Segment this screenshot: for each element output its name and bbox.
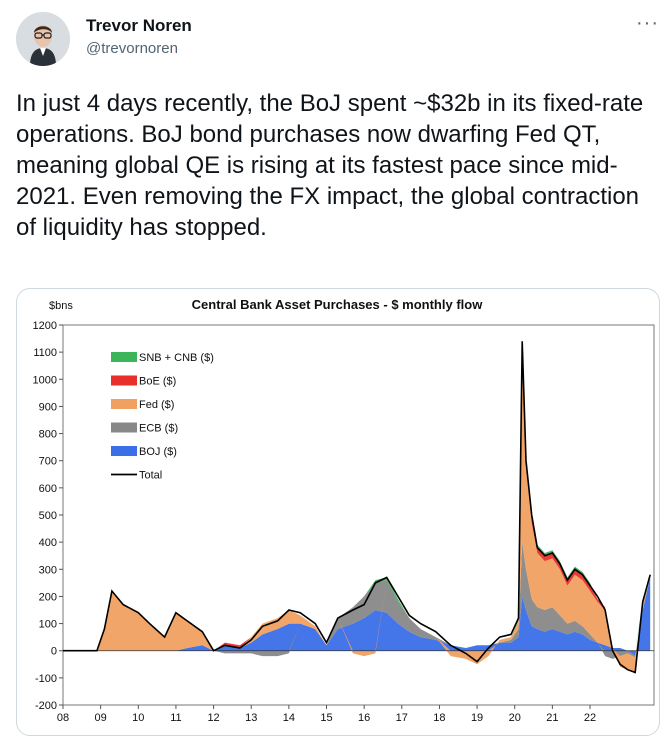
x-tick-label: 11 bbox=[170, 712, 181, 724]
x-tick-label: 15 bbox=[320, 712, 332, 724]
legend-swatch bbox=[111, 352, 137, 362]
tweet-text: In just 4 days recently, the BoJ spent ~… bbox=[16, 90, 644, 241]
y-tick-label: 1100 bbox=[33, 347, 57, 359]
y-tick-label: -200 bbox=[35, 700, 57, 712]
author-handle[interactable]: @trevornoren bbox=[86, 40, 178, 57]
more-horizontal-icon[interactable]: ··· bbox=[636, 12, 659, 34]
y-tick-label: 1000 bbox=[33, 374, 57, 386]
x-tick-label: 19 bbox=[471, 712, 483, 724]
area-fed bbox=[63, 352, 651, 674]
legend-label: ECB ($) bbox=[139, 423, 178, 435]
x-tick-label: 16 bbox=[358, 712, 370, 724]
x-tick-label: 14 bbox=[283, 712, 295, 724]
legend-label: SNB + CNB ($) bbox=[139, 352, 214, 364]
y-tick-label: 600 bbox=[39, 483, 57, 495]
author-name[interactable]: Trevor Noren bbox=[86, 16, 192, 35]
x-tick-label: 22 bbox=[584, 712, 596, 724]
legend-swatch bbox=[111, 446, 137, 456]
x-tick-label: 20 bbox=[509, 712, 521, 724]
y-tick-label: 200 bbox=[39, 591, 57, 603]
x-tick-label: 09 bbox=[95, 712, 107, 724]
y-tick-label: 300 bbox=[39, 564, 57, 576]
y-tick-label: -100 bbox=[35, 673, 57, 685]
tweet-media-chart[interactable]: Central Bank Asset Purchases - $ monthly… bbox=[16, 288, 660, 736]
legend-label: Total bbox=[139, 470, 162, 482]
y-tick-label: 700 bbox=[39, 456, 57, 468]
x-tick-label: 13 bbox=[245, 712, 257, 724]
legend-swatch bbox=[111, 399, 137, 409]
y-tick-label: 800 bbox=[39, 429, 57, 441]
chart-svg: Central Bank Asset Purchases - $ monthly… bbox=[33, 297, 655, 724]
y-tick-label: 1200 bbox=[33, 320, 57, 332]
legend-swatch bbox=[111, 422, 137, 433]
chart-ylabel: $bns bbox=[49, 300, 73, 312]
x-tick-label: 17 bbox=[396, 712, 408, 724]
chart-title: Central Bank Asset Purchases - $ monthly… bbox=[192, 297, 484, 312]
legend-label: Fed ($) bbox=[139, 399, 174, 411]
avatar[interactable] bbox=[16, 12, 70, 66]
x-tick-label: 21 bbox=[546, 712, 558, 724]
y-tick-label: 900 bbox=[39, 401, 57, 413]
x-tick-label: 12 bbox=[207, 712, 219, 724]
x-tick-label: 08 bbox=[57, 712, 69, 724]
y-tick-label: 100 bbox=[39, 619, 57, 631]
avatar-portrait-icon bbox=[16, 12, 70, 66]
x-tick-label: 18 bbox=[433, 712, 445, 724]
y-tick-label: 400 bbox=[39, 537, 57, 549]
legend-label: BoE ($) bbox=[139, 376, 176, 388]
legend-label: BOJ ($) bbox=[139, 446, 177, 458]
x-tick-label: 10 bbox=[132, 712, 144, 724]
total-line bbox=[63, 341, 651, 674]
legend-swatch bbox=[111, 375, 137, 386]
y-tick-label: 0 bbox=[51, 646, 57, 658]
y-tick-label: 500 bbox=[39, 510, 57, 522]
area-boj bbox=[63, 577, 651, 657]
